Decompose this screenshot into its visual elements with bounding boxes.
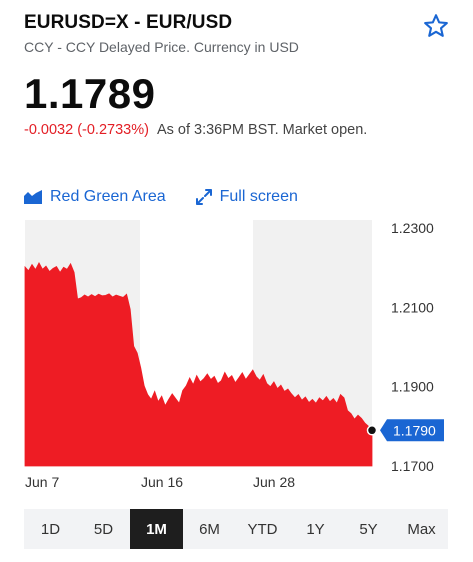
fullscreen-label: Full screen xyxy=(219,188,298,205)
x-tick-label: Jun 16 xyxy=(141,474,183,490)
range-tab-6m[interactable]: 6M xyxy=(199,520,220,538)
chart-style-label: Red Green Area xyxy=(50,188,166,205)
quote-header: EURUSD=X - EUR/USD CCY - CCY Delayed Pri… xyxy=(24,12,454,62)
x-tick-label: Jun 7 xyxy=(25,474,59,490)
range-tab-5d[interactable]: 5D xyxy=(93,520,114,538)
y-tick-label: 1.2100 xyxy=(391,299,434,315)
range-tab-1d[interactable]: 1D xyxy=(40,520,61,538)
current-value-dot xyxy=(366,425,378,436)
y-tick-label: 1.1700 xyxy=(391,458,434,474)
star-icon[interactable] xyxy=(422,12,450,40)
chart-style-button[interactable]: Red Green Area xyxy=(24,186,166,208)
range-tab-5y[interactable]: 5Y xyxy=(359,520,378,538)
current-price: 1.1789 xyxy=(24,70,156,117)
fullscreen-button[interactable]: Full screen xyxy=(195,186,298,208)
y-tick-label: 1.1900 xyxy=(391,379,434,395)
range-tab-ytd[interactable]: YTD xyxy=(247,520,278,538)
price-change: -0.0032 (-0.2733%) xyxy=(24,122,149,138)
range-tab-1m[interactable]: 1M xyxy=(130,509,183,549)
area-chart-icon xyxy=(24,190,42,204)
page-title: EURUSD=X - EUR/USD xyxy=(24,12,233,33)
current-value-badge xyxy=(380,419,444,442)
quote-subtitle: CCY - CCY Delayed Price. Currency in USD xyxy=(24,39,299,55)
expand-arrows-icon xyxy=(195,189,212,205)
as-of-timestamp: As of 3:36PM BST. Market open. xyxy=(156,122,368,138)
y-tick-label: 1.2300 xyxy=(391,220,434,236)
x-tick-label: Jun 28 xyxy=(253,474,295,490)
current-value-label: 1.1790 xyxy=(393,422,436,438)
chart-svg: 1.2300 1.2100 1.1900 1.1700 Jun 7 Jun 16 Jun 2… xyxy=(24,220,444,490)
price-change-row: -0.0032 (-0.2733%) As of 3:36PM BST. Mark… xyxy=(24,122,367,138)
price-chart[interactable]: 1.2300 1.2100 1.1900 1.1700 Jun 7 Jun 16 Jun 2… xyxy=(0,210,473,500)
chart-controls: Red Green Area Full screen xyxy=(24,186,298,208)
range-selector: 1D 5D 1M 6M YTD 1Y 5Y Max xyxy=(24,509,448,549)
range-tab-1y[interactable]: 1Y xyxy=(306,520,325,538)
chart-area-series xyxy=(24,262,373,467)
range-tab-max[interactable]: Max xyxy=(407,520,436,538)
